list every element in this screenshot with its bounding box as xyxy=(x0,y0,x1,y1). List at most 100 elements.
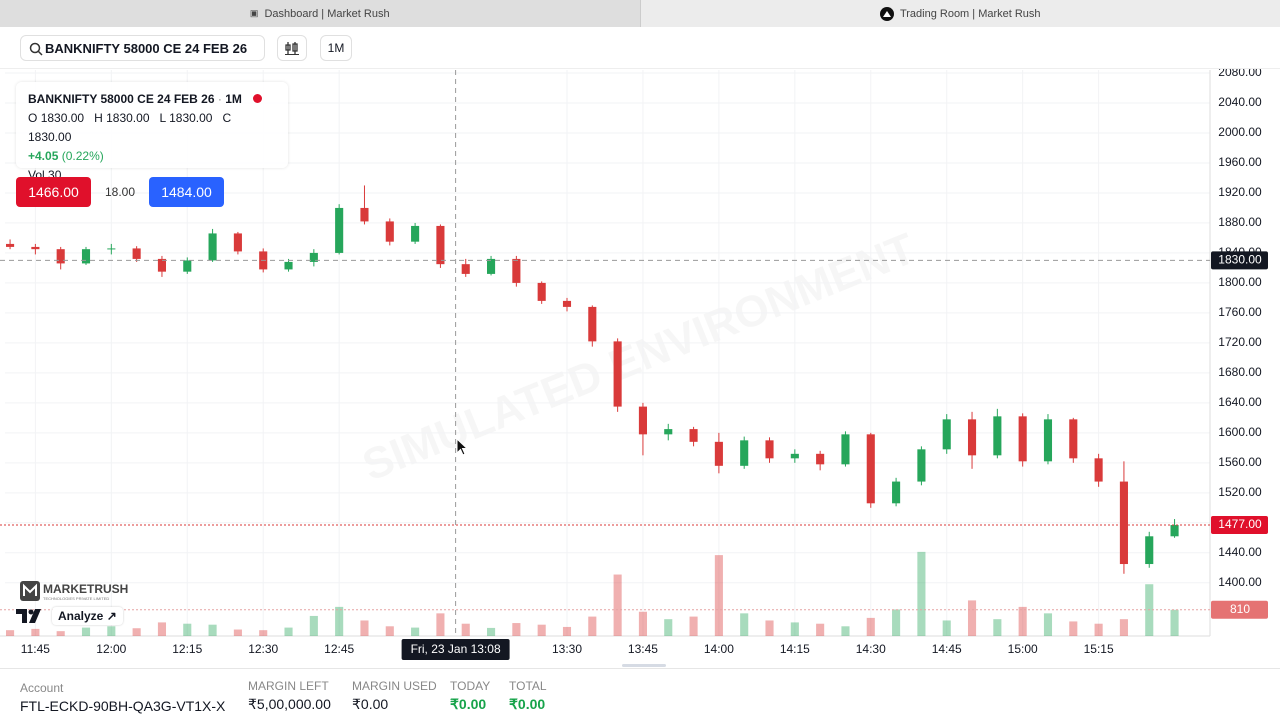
volume-bar xyxy=(1043,613,1053,636)
candle-body xyxy=(613,341,622,407)
candle-body xyxy=(537,282,546,301)
volume-bar xyxy=(967,600,977,636)
candle-body xyxy=(461,264,470,274)
tab[interactable]: Trading Room | Market Rush xyxy=(640,0,1280,27)
last-volume-label: 810 xyxy=(1230,602,1250,616)
sell-button[interactable]: 1466.00 xyxy=(16,177,91,207)
x-tick-label: 14:00 xyxy=(704,642,734,656)
field-value: ₹0.00 xyxy=(509,696,546,712)
volume-bar xyxy=(107,626,116,636)
change-pct: (0.22%) xyxy=(61,149,104,163)
candle-body xyxy=(56,249,65,264)
volume-bar xyxy=(588,616,597,636)
brand-icon xyxy=(20,581,40,601)
spread-value: 18.00 xyxy=(104,185,136,199)
tv-logo xyxy=(16,609,41,623)
x-tick-label: 15:15 xyxy=(1084,642,1114,656)
x-tick-label: 12:45 xyxy=(324,642,354,656)
tab-icon xyxy=(879,6,894,21)
y-tick-label: 1640.00 xyxy=(1218,395,1262,409)
y-tick-label: 2040.00 xyxy=(1218,95,1262,109)
brand-tagline: TECHNOLOGIES PRIVATE LIMITED xyxy=(43,595,110,601)
candle-body xyxy=(740,440,749,466)
candle-body xyxy=(1069,419,1078,459)
candle-body xyxy=(1145,536,1154,565)
crosshair-time-box xyxy=(401,639,510,660)
candle-body xyxy=(967,419,977,456)
legend-separator: · xyxy=(217,92,222,106)
y-tick-label: 1440.00 xyxy=(1218,545,1262,559)
volume-bar xyxy=(487,627,496,636)
account-bar: Account FTL-ECKD-90BH-QA3G-VT1X-X MARGIN… xyxy=(0,664,1280,720)
volume-bar xyxy=(233,629,242,636)
tab[interactable]: ▣ Dashboard | Market Rush xyxy=(0,0,641,27)
crosshair-price-label: 1830.00 xyxy=(1218,253,1262,267)
volume-bar xyxy=(790,622,799,636)
x-tick-label: 14:30 xyxy=(856,642,886,656)
legend-change-row: +4.05 (0.22%) xyxy=(28,147,276,166)
resize-handle[interactable] xyxy=(622,664,666,667)
volume-bar xyxy=(714,555,723,636)
volume-bar xyxy=(360,620,369,636)
buy-button[interactable]: 1484.00 xyxy=(149,177,224,207)
volume-bar xyxy=(183,623,192,636)
candle-body xyxy=(157,258,167,272)
volume-bar xyxy=(411,627,420,636)
volume-bar xyxy=(436,613,445,636)
volume-bar xyxy=(664,619,673,636)
volume-bar xyxy=(866,617,875,636)
candle-body xyxy=(765,440,774,459)
y-tick-label: 1680.00 xyxy=(1218,365,1262,379)
spread: 18.00 xyxy=(96,177,144,207)
volume-bar xyxy=(157,622,167,636)
volume-bar xyxy=(385,626,394,636)
brand-logo: MARKETRUSH TECHNOLOGIES PRIVATE LIMITED xyxy=(20,581,128,601)
field-value: ₹0.00 xyxy=(352,696,389,712)
field-value: ₹0.00 xyxy=(450,696,487,712)
candle-body xyxy=(588,306,597,342)
volume-bar xyxy=(208,624,217,636)
time-axis xyxy=(0,636,1210,662)
ohlc-key: C xyxy=(222,111,232,125)
volume-bar xyxy=(765,620,774,636)
crosshair-time-label: Fri, 23 Jan 13:08 xyxy=(411,642,501,656)
ohlc-value: 1830.00 xyxy=(169,111,213,125)
ohlc-value: 1830.00 xyxy=(40,111,85,125)
live-dot xyxy=(253,94,263,103)
candle-body xyxy=(1170,525,1179,537)
volume-bar xyxy=(31,628,40,636)
account-id: FTL-ECKD-90BH-QA3G-VT1X-X xyxy=(20,698,226,714)
analyze-row: Analyze ↗ xyxy=(16,607,123,625)
x-tick-label: 15:00 xyxy=(1008,642,1038,656)
volume-bar xyxy=(1170,609,1179,636)
x-tick-label: 14:15 xyxy=(780,642,810,656)
ohlc-value: 1830.00 xyxy=(28,130,72,144)
candle-body xyxy=(335,207,344,253)
interval-button[interactable]: 1M xyxy=(320,35,352,61)
x-tick-label: 12:30 xyxy=(248,642,278,656)
volume-bar xyxy=(816,623,825,636)
candle-body xyxy=(689,429,698,442)
last-volume-label-box xyxy=(1211,600,1268,619)
candle-body xyxy=(866,434,875,504)
symbol-search[interactable]: BANKNIFTY 58000 CE 24 FEB 26 xyxy=(20,35,265,61)
candle-body xyxy=(1119,481,1128,565)
ohlc-key: O xyxy=(28,111,38,125)
x-tick-label: 14:45 xyxy=(932,642,962,656)
analyze-button[interactable]: Analyze ↗ xyxy=(52,607,123,625)
volume-bar xyxy=(1119,619,1128,636)
ohlc-legend: BANKNIFTY 58000 CE 24 FEB 26 · 1M O 1830… xyxy=(16,82,288,182)
candle-body xyxy=(1018,416,1027,462)
volume-bar xyxy=(259,630,268,636)
ohlc-key: L xyxy=(159,111,166,125)
volume-bar xyxy=(1018,606,1027,636)
indicator-button[interactable] xyxy=(277,35,307,61)
volume-bar xyxy=(335,606,344,636)
candle-body xyxy=(993,416,1002,456)
y-tick-label: 1400.00 xyxy=(1218,575,1262,589)
candle-body xyxy=(31,246,40,250)
legend-ohlc-row: O 1830.00 H 1830.00 L 1830.00 C 1830.00 xyxy=(28,109,276,147)
brand-name: MARKETRUSH xyxy=(43,581,129,596)
x-tick-label: 11:45 xyxy=(21,642,50,656)
